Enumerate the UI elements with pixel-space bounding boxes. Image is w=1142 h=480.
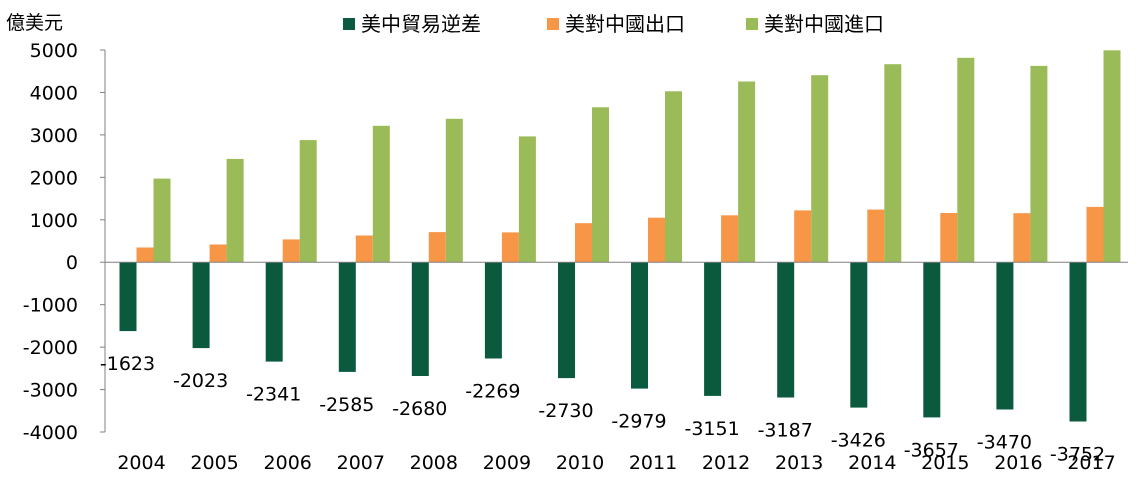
y-tick-label: 1000 [30, 210, 78, 232]
bar-series1-2015 [940, 213, 958, 263]
x-tick-label: 2015 [921, 452, 969, 474]
y-tick-label: 4000 [30, 82, 78, 104]
bar-series1-2010 [575, 223, 592, 263]
bar-series2-2017 [1103, 50, 1121, 263]
bar-series2-2016 [1030, 65, 1048, 263]
bar-series1-2016 [1013, 213, 1031, 263]
y-tick-label: -3000 [23, 380, 78, 402]
bars [119, 50, 1121, 422]
bar-series0-2004 [119, 262, 137, 332]
data-label: -2341 [246, 384, 301, 406]
bar-series1-2011 [648, 217, 665, 263]
bar-series1-2007 [355, 235, 373, 263]
x-tick-label: 2004 [117, 452, 165, 474]
x-axis: 2004 2005 2006 2007 2008 2009 2010 2011 2012 2013… [105, 261, 1128, 474]
y-tick-label: 5000 [30, 40, 78, 62]
y-tick-label: -4000 [23, 422, 78, 444]
legend-label: 美中貿易逆差 [361, 12, 481, 36]
bar-series1-2009 [501, 232, 519, 263]
bar-series1-2013 [794, 210, 812, 263]
bar-series1-2004 [136, 247, 154, 263]
x-tick-label: 2014 [848, 452, 896, 474]
bar-series0-2008 [411, 262, 429, 376]
legend-swatch [343, 18, 355, 30]
bar-series1-2014 [867, 209, 885, 263]
bar-series2-2010 [592, 107, 609, 263]
x-tick-label: 2012 [702, 452, 750, 474]
x-tick-label: 2006 [264, 452, 312, 474]
bar-series2-2013 [811, 75, 829, 263]
data-label: -2023 [173, 370, 228, 392]
bar-series0-2014 [850, 262, 868, 408]
bar-series2-2009 [518, 136, 536, 263]
data-label: -2680 [392, 398, 447, 420]
bar-series2-2011 [665, 91, 682, 263]
bar-series0-2016 [996, 262, 1014, 410]
legend-label: 美對中國出口 [565, 12, 685, 36]
bar-series0-2013 [777, 262, 795, 398]
bar-series2-2008 [445, 118, 463, 263]
x-tick-label: 2013 [775, 452, 823, 474]
y-tick-label: -1000 [23, 295, 78, 317]
bar-series0-2017 [1069, 262, 1087, 422]
x-tick-label: 2016 [994, 452, 1042, 474]
legend-label: 美對中國進口 [764, 12, 884, 36]
data-label: -1623 [100, 353, 155, 375]
bar-series0-2005 [192, 262, 210, 349]
bar-series1-2005 [209, 244, 227, 263]
bar-series1-2017 [1086, 206, 1104, 263]
y-tick-label: -2000 [23, 337, 78, 359]
bar-series0-2011 [631, 262, 648, 389]
data-label: -3426 [831, 430, 886, 452]
legend-swatch [746, 18, 758, 30]
bar-series1-2012 [721, 215, 739, 263]
bar-series2-2004 [153, 178, 171, 263]
x-tick-label: 2007 [337, 452, 385, 474]
bar-series0-2006 [265, 262, 283, 362]
legend-swatch [547, 18, 559, 30]
data-label: -3752 [1050, 444, 1105, 466]
bar-series2-2015 [957, 57, 975, 263]
data-label: -2269 [465, 381, 520, 403]
legend: 美中貿易逆差 美對中國出口 美對中國進口 [343, 12, 884, 36]
y-tick-label: 2000 [30, 167, 78, 189]
x-tick-label: 2009 [483, 452, 531, 474]
data-label: -3657 [904, 439, 959, 461]
bar-series1-2008 [428, 232, 446, 263]
bar-series0-2015 [923, 262, 941, 418]
data-label: -2979 [611, 411, 666, 433]
data-label: -2730 [538, 400, 593, 422]
bar-series1-2006 [282, 239, 300, 263]
data-labels: -1623 -2023 -2341 -2585 -2680 -2269 -2730 -2979… [100, 353, 1105, 465]
x-tick-label: 2017 [1067, 452, 1115, 474]
x-tick-label: 2011 [629, 452, 677, 474]
bar-series2-2014 [884, 64, 902, 263]
bar-series0-2012 [704, 262, 722, 396]
y-tick-label: 3000 [30, 125, 78, 147]
x-tick-label: 2010 [556, 452, 604, 474]
y-unit-label: 億美元 [6, 12, 63, 34]
data-label: -3470 [977, 432, 1032, 454]
x-tick-label: 2005 [190, 452, 238, 474]
bar-series0-2010 [558, 262, 575, 379]
bar-series2-2007 [372, 125, 390, 263]
data-label: -3187 [758, 420, 813, 442]
bar-series0-2007 [338, 262, 356, 372]
data-label: -3151 [684, 418, 739, 440]
x-tick-label: 2008 [410, 452, 458, 474]
bar-series2-2006 [299, 140, 317, 263]
bar-series0-2009 [484, 262, 502, 359]
bar-series2-2012 [738, 81, 756, 263]
bar-series2-2005 [226, 158, 244, 263]
data-label: -2585 [319, 394, 374, 416]
y-tick-label: 0 [66, 252, 78, 274]
y-axis: 5000 4000 3000 2000 1000 0 -1000 -2000 -3000 -400… [23, 40, 106, 444]
